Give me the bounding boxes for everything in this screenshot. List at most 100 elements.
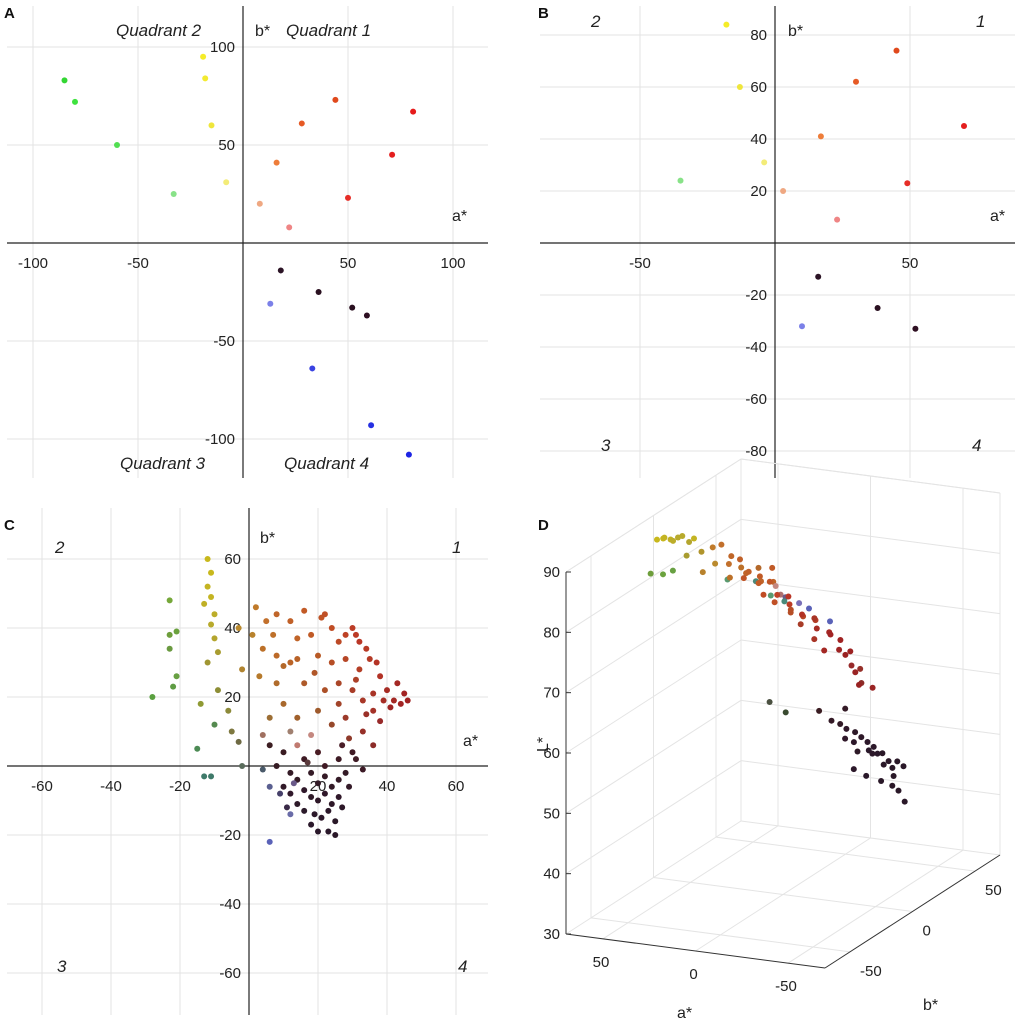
panel-a-ytick: -100: [205, 431, 235, 448]
panel-d-data-point: [879, 750, 886, 757]
panel-b-ytick: -60: [745, 391, 767, 408]
panel-d-data-point: [661, 534, 668, 541]
panel-c-data-point: [273, 680, 280, 687]
panel-a-data-point: [405, 451, 412, 458]
panel-c-data-point: [211, 635, 218, 642]
panel-d-ztick: 80: [543, 624, 560, 641]
panel-c-data-point: [283, 804, 290, 811]
panel-c-data-point: [211, 611, 218, 618]
panel-d-data-point: [691, 535, 697, 542]
panel-c-data-point: [301, 807, 308, 814]
panel-c-xtick: -60: [31, 778, 53, 795]
panel-d-data-point: [726, 574, 733, 581]
panel-d-data-point: [813, 625, 820, 632]
panel-b-ytick: 20: [750, 183, 767, 200]
panel-a-data-point: [273, 159, 280, 166]
panel-d-data-point: [647, 570, 654, 577]
panel-d-data-point: [889, 764, 896, 771]
panel-a-letter: A: [4, 5, 15, 22]
panel-a-data-point: [202, 75, 209, 82]
panel-c-data-point: [304, 759, 311, 766]
panel-c-data-point: [356, 638, 363, 645]
panel-c-ytick: 40: [224, 620, 241, 637]
panel-b-data-point: [677, 177, 684, 184]
panel-c-data-point: [201, 600, 208, 607]
panel-c-ylabel: b*: [260, 530, 275, 547]
panel-d-data-point: [738, 564, 745, 571]
panel-a-ytick: 50: [218, 137, 235, 154]
panel-c-letter: C: [4, 517, 15, 534]
panel-d-box-edge: [740, 458, 1001, 494]
panel-c-data-point: [294, 742, 301, 749]
panel-c-data-point: [366, 656, 373, 663]
panel-d-data-point: [850, 766, 857, 773]
panel-c-data-point: [294, 800, 301, 807]
panel-b-axes: [540, 6, 1015, 478]
panel-b-data-point: [780, 188, 787, 194]
panel-b-xlabel: a*: [990, 208, 1005, 225]
panel-c-data-point: [287, 618, 294, 625]
panel-d-data-point: [797, 621, 804, 628]
panel-d-data-point: [766, 578, 773, 585]
panel-c-xtick: 60: [448, 778, 465, 795]
panel-d-data-point: [852, 729, 859, 736]
panel-d-data-point: [852, 669, 859, 676]
panel-a-quadrant-4: Quadrant 4: [284, 454, 369, 473]
panel-d-data-point: [864, 738, 871, 745]
panel-a-data-point: [208, 122, 215, 129]
panel-c-data-point: [349, 749, 356, 756]
panel-b-data-point: [723, 21, 730, 28]
panel-d-data-point: [837, 720, 844, 727]
panel-c-data-point: [401, 690, 408, 697]
panel-d-data-point: [878, 778, 885, 785]
panel-c-data-point: [363, 711, 370, 718]
panel-d-data-point: [848, 662, 855, 669]
panel-c-data-point: [384, 687, 390, 694]
panel-d-data-point: [786, 601, 793, 608]
panel-d-data-point: [669, 567, 676, 574]
panel-c-data-point: [349, 687, 356, 694]
panel-c-data-point: [263, 618, 270, 625]
panel-d-data-point: [774, 591, 781, 598]
panel-a-data-point: [332, 96, 339, 103]
panel-c-data-point: [315, 828, 321, 835]
panel-c-data-point: [197, 700, 204, 707]
panel-d-data-point: [740, 575, 747, 582]
panel-c-quadrant-2: 2: [54, 538, 65, 557]
panel-c-data-point: [170, 683, 177, 690]
panel-d-axis: [565, 933, 826, 969]
panel-c-ytick: 60: [224, 551, 241, 568]
panel-d-data-point: [725, 560, 732, 567]
panel-c-data-point: [294, 714, 301, 721]
panel-c-data-point: [204, 556, 211, 562]
panel-d-data-point: [709, 544, 716, 551]
panel-b-quadrant-1: 1: [976, 12, 985, 31]
panel-c-xtick: 20: [310, 778, 327, 795]
panel-a-xtick: 50: [340, 255, 357, 272]
panel-c-data-point: [208, 773, 215, 780]
panel-c-data-point: [377, 673, 384, 680]
panel-c-data-point: [173, 673, 180, 680]
panel-d-data-point: [654, 536, 660, 543]
panel-c-data-point: [287, 790, 294, 797]
panel-d-ticks: 30 40 50 60 70 80 90 50 0 -50 -50 0 50: [543, 564, 1001, 995]
panel-d-ztick: 30: [543, 926, 560, 943]
panel-d-ztick: 90: [543, 564, 560, 581]
panel-a-data-point: [315, 289, 322, 295]
panel-c-data-point: [308, 769, 315, 776]
panel-b-ytick: -20: [745, 287, 767, 304]
panel-c-data-point: [339, 742, 346, 749]
panel-d-zlabel: L*: [535, 737, 552, 752]
panel-d-data-point: [857, 665, 864, 672]
panel-b-quadrant-4: 4: [972, 436, 981, 455]
panel-d-floor-grid: [653, 877, 913, 912]
panel-d-data-point: [827, 631, 834, 638]
panel-c-data-point: [256, 673, 263, 680]
panel-d-ztick: 70: [543, 685, 560, 702]
panel-b-ytick: -80: [745, 443, 767, 460]
panel-c-data-point: [287, 659, 294, 666]
panel-c-axes: [7, 508, 488, 1015]
panel-c-data-point: [359, 728, 366, 735]
panel-a-data-point: [200, 53, 207, 60]
panel-c-data-point: [280, 783, 287, 790]
